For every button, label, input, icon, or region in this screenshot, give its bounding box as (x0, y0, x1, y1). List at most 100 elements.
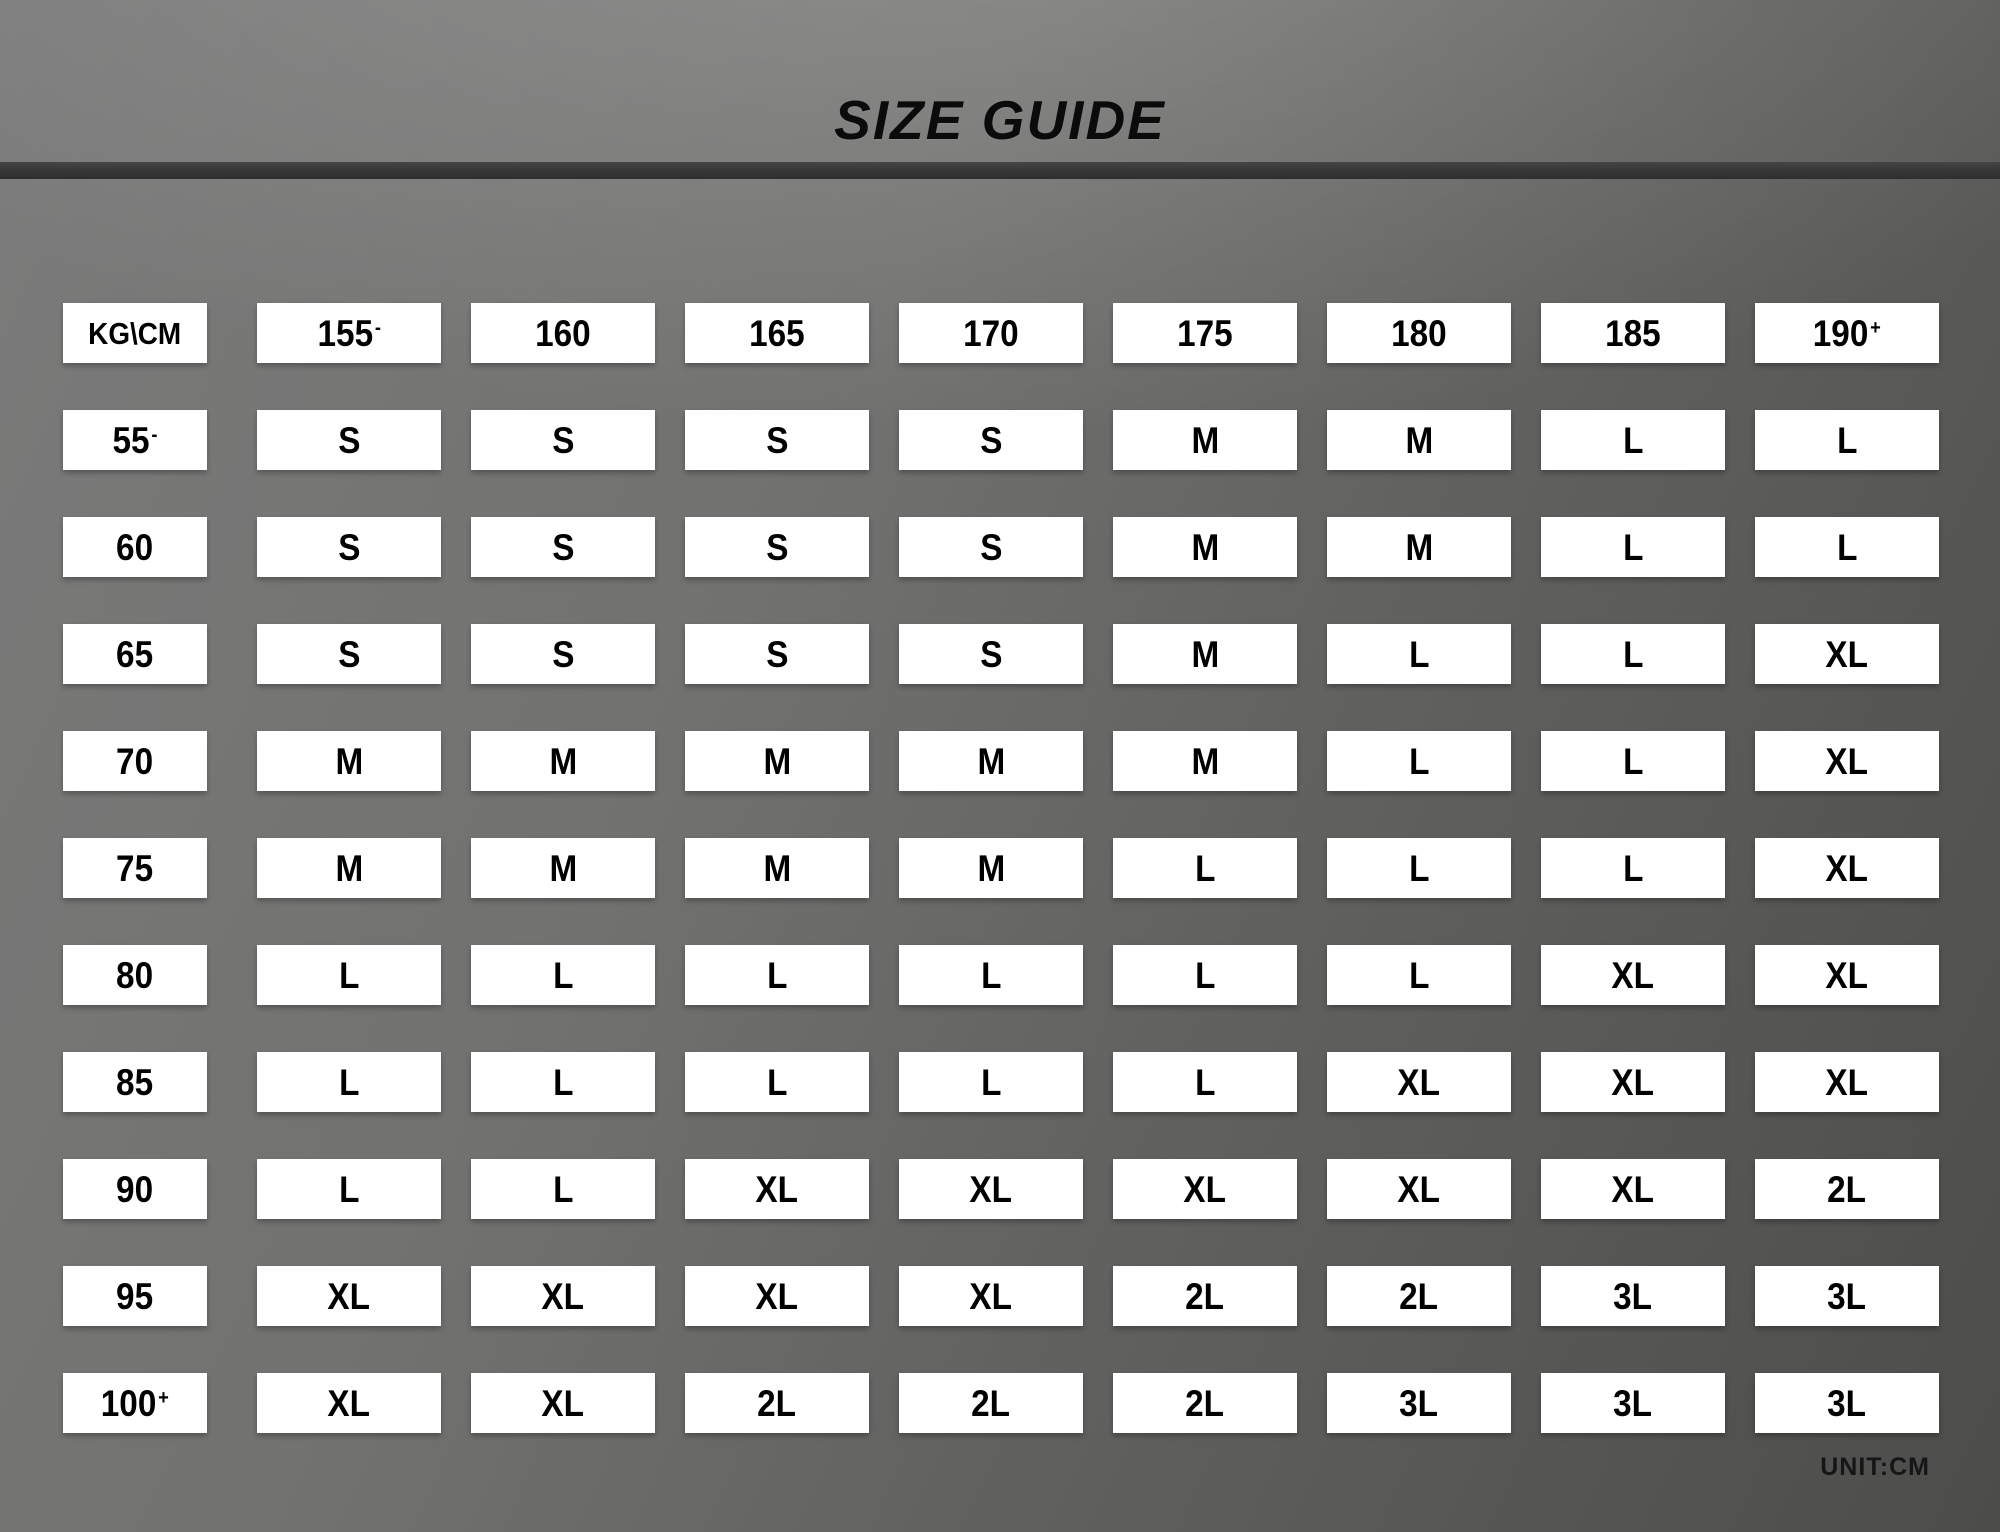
size-cell: XL (1755, 838, 1939, 898)
size-cell: L (1541, 517, 1725, 577)
col-header-cell: 170 (899, 303, 1083, 363)
size-cell: M (257, 731, 441, 791)
size-cell-label: XL (1825, 633, 1869, 675)
size-cell-label: M (977, 740, 1005, 782)
size-cell: L (1755, 517, 1939, 577)
col-header-cell: 180 (1327, 303, 1511, 363)
col-header-cell: 160 (471, 303, 655, 363)
row-header-cell-label: 95 (116, 1275, 154, 1317)
size-cell: XL (1755, 624, 1939, 684)
size-cell: L (1113, 1052, 1297, 1112)
size-cell: S (899, 624, 1083, 684)
size-cell-label: XL (541, 1382, 585, 1424)
row-header-cell: 55- (63, 410, 207, 470)
size-cell: XL (471, 1373, 655, 1433)
col-header-cell: 185 (1541, 303, 1725, 363)
row-header-cell: 90 (63, 1159, 207, 1219)
size-cell-label: XL (1611, 1061, 1655, 1103)
row-header-cell-label: 55- (112, 419, 158, 461)
corner-header-cell-label: KG\CM (88, 315, 182, 351)
size-cell-label: M (1191, 740, 1219, 782)
size-cell: M (471, 838, 655, 898)
size-cell-label: L (1408, 847, 1430, 889)
size-cell: L (1113, 838, 1297, 898)
size-cell: 3L (1541, 1373, 1725, 1433)
size-cell-label: L (552, 1168, 574, 1210)
size-cell: XL (1755, 1052, 1939, 1112)
page-title: SIZE GUIDE (834, 89, 1166, 151)
size-cell: 2L (1113, 1266, 1297, 1326)
size-cell-label: L (1622, 526, 1644, 568)
size-cell-label: XL (1183, 1168, 1227, 1210)
size-cell: L (471, 1052, 655, 1112)
size-cell: XL (685, 1159, 869, 1219)
size-cell-label: XL (969, 1275, 1013, 1317)
size-cell: M (1327, 517, 1511, 577)
row-header-cell: 80 (63, 945, 207, 1005)
size-cell: M (899, 731, 1083, 791)
size-cell: L (1113, 945, 1297, 1005)
size-cell-label: L (1622, 633, 1644, 675)
size-cell: 2L (1755, 1159, 1939, 1219)
size-cell-label: S (979, 419, 1003, 461)
col-header-cell: 165 (685, 303, 869, 363)
col-header-cell-label: 175 (1177, 312, 1233, 354)
col-header-cell-label: 160 (535, 312, 591, 354)
size-cell-label: L (980, 954, 1002, 996)
size-cell: 2L (899, 1373, 1083, 1433)
size-cell: M (1327, 410, 1511, 470)
col-header-cell-label: 170 (963, 312, 1019, 354)
size-cell: XL (257, 1373, 441, 1433)
size-cell-label: 2L (1399, 1275, 1439, 1317)
size-cell-label: XL (327, 1382, 371, 1424)
col-header-cell: 190+ (1755, 303, 1939, 363)
size-cell: L (685, 945, 869, 1005)
size-cell: M (1113, 731, 1297, 791)
row-header-cell-label: 70 (116, 740, 154, 782)
size-cell-label: M (1191, 419, 1219, 461)
col-header-cell: 155- (257, 303, 441, 363)
size-cell-label: S (551, 633, 575, 675)
size-cell: M (471, 731, 655, 791)
size-cell-label: 3L (1827, 1382, 1867, 1424)
size-cell-label: 3L (1613, 1275, 1653, 1317)
size-cell: XL (1541, 1159, 1725, 1219)
size-cell: XL (1327, 1052, 1511, 1112)
size-cell: S (257, 624, 441, 684)
size-cell: M (1113, 410, 1297, 470)
size-cell-label: L (338, 1168, 360, 1210)
size-cell: 3L (1755, 1266, 1939, 1326)
size-cell-label: M (763, 740, 791, 782)
size-cell: XL (1755, 731, 1939, 791)
size-cell-label: L (1408, 954, 1430, 996)
size-cell-label: L (1622, 740, 1644, 782)
size-cell: L (471, 945, 655, 1005)
size-cell-label: L (1836, 419, 1858, 461)
row-header-cell-label: 85 (116, 1061, 154, 1103)
size-cell-label: M (1191, 526, 1219, 568)
size-cell-label: XL (1397, 1061, 1441, 1103)
size-cell-label: L (338, 954, 360, 996)
row-header-cell: 60 (63, 517, 207, 577)
col-header-cell-label: 165 (749, 312, 805, 354)
size-cell-label: XL (1397, 1168, 1441, 1210)
size-cell: S (257, 517, 441, 577)
size-cell: S (471, 410, 655, 470)
size-cell: M (685, 838, 869, 898)
size-cell: 3L (1755, 1373, 1939, 1433)
size-cell-label: L (1194, 847, 1216, 889)
size-cell: XL (1113, 1159, 1297, 1219)
size-cell: L (1327, 945, 1511, 1005)
size-cell-label: 2L (1185, 1382, 1225, 1424)
size-cell-label: XL (969, 1168, 1013, 1210)
size-cell: S (685, 624, 869, 684)
unit-note: UNIT:CM (1820, 1453, 1930, 1481)
size-cell-label: S (979, 633, 1003, 675)
size-cell-label: XL (1825, 1061, 1869, 1103)
size-cell-label: L (766, 1061, 788, 1103)
size-cell: XL (1541, 945, 1725, 1005)
size-cell-label: L (552, 954, 574, 996)
size-cell-label: XL (1825, 954, 1869, 996)
size-cell-label: S (337, 526, 361, 568)
